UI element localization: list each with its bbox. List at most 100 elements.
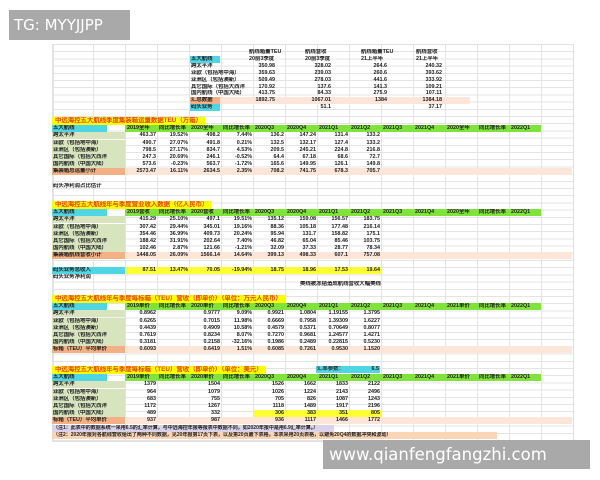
exchange-rate-label: 汇率参数： (316, 366, 380, 373)
data-cell: 1833 (336, 381, 348, 388)
summary-value: 1384 (375, 97, 387, 104)
data-cell: 0.22815 (328, 339, 349, 346)
header-label: 五大航线 (52, 303, 107, 311)
summary-value: 170.92 (258, 83, 276, 90)
data-cell (157, 417, 189, 424)
data-cell (157, 396, 189, 403)
data-cell: 20.24% (233, 230, 252, 237)
data-cell: 607.1 (334, 252, 349, 259)
summary-value: 84.33 (317, 90, 332, 97)
data-cell: 0.9681 (299, 332, 317, 338)
data-cell: -0.52% (234, 154, 252, 160)
data-cell: 224.8 (334, 146, 349, 153)
summary-header-period: 21上半年 (361, 55, 384, 62)
data-cell: 1448.05 (136, 252, 157, 259)
row-label: 跨太平洋 (52, 216, 125, 224)
column-header: 同比增长率 (479, 374, 506, 381)
data-cell: 147.24 (299, 132, 317, 139)
summary-header-period: 21上半年 (416, 55, 439, 62)
data-cell: -32.16% (231, 339, 252, 346)
data-cell (157, 381, 189, 388)
summary-row-label: 码头业务 (190, 104, 220, 112)
data-cell: 1662 (304, 381, 316, 388)
summary-header: 航线箱量TEU (361, 49, 394, 55)
data-cell: 497.1 (206, 216, 221, 223)
exchange-rate-value: 6.5 (371, 366, 380, 372)
data-cell: 0.8234 (203, 332, 221, 338)
data-cell: 156.57 (331, 216, 349, 223)
data-cell: 0.3181 (139, 339, 157, 346)
data-cell: 489 (147, 410, 156, 417)
data-cell: 345.01 (203, 223, 221, 230)
data-cell: 188.42 (139, 238, 157, 244)
data-cell: 46.82 (270, 238, 285, 244)
summary-row-bg (125, 346, 572, 354)
column-header: 2021Q4 (415, 303, 435, 310)
column-header: 同比增长率 (159, 303, 186, 310)
data-cell: 64.4 (273, 154, 285, 160)
column-header: 同比增长率 (223, 303, 250, 310)
data-cell: 68.6 (337, 154, 349, 160)
data-cell: 2196 (368, 403, 380, 409)
data-cell: 415.29 (139, 216, 157, 223)
column-header: 2021Q3 (383, 125, 403, 132)
data-cell: 131.7 (302, 230, 317, 237)
summary-header: 航线箱量TEU (249, 49, 282, 55)
row-label: 集装箱航线营收小计 (52, 252, 125, 260)
data-cell: 1489 (304, 403, 316, 409)
extra-data-cell: 13.47% (157, 266, 189, 274)
row-label: 标箱（TEU）平均单价 (52, 346, 125, 354)
data-cell: 1.39309 (328, 317, 349, 324)
data-cell: 306 (253, 410, 285, 418)
extra-data-cell: -19.94% (221, 266, 253, 274)
header-row-bg (125, 125, 541, 133)
data-cell: 78.34 (366, 245, 381, 252)
data-cell: 0.5230 (363, 339, 381, 346)
data-cell: 32.09 (270, 245, 285, 252)
data-cell: 1772 (368, 417, 380, 424)
data-cell: 27.07% (169, 139, 188, 146)
data-cell (221, 410, 253, 417)
row-label: 其它国际（包括大西洋 (52, 332, 125, 339)
header-label: 五大航线 (52, 209, 107, 217)
data-cell: 247.3 (142, 154, 157, 160)
column-header: 2022Q1 (511, 125, 531, 132)
summary-value: 109.21 (425, 83, 443, 90)
row-label: 亚欧（包括地中海） (52, 317, 125, 325)
data-cell: 2496 (368, 388, 380, 395)
data-cell: 1526 (272, 381, 284, 388)
data-cell: 1.51% (236, 346, 252, 353)
data-cell: 0.6093 (139, 346, 157, 353)
watermark-bottom-right: www.qianfengfangzhi.com (323, 440, 590, 469)
extra-data-cell: 19.64 (349, 266, 381, 274)
summary-value: 509.49 (258, 76, 276, 83)
data-cell: 7.44% (236, 132, 252, 139)
row-label: 亚洲区（包括澳新） (52, 324, 125, 332)
column-header: 2021Q3 (383, 374, 403, 381)
data-cell (157, 403, 189, 410)
data-cell: 741.75 (299, 168, 317, 175)
data-cell: 67.18 (302, 154, 317, 160)
data-cell: 2634.5 (203, 168, 221, 175)
summary-value: 350.98 (258, 62, 276, 69)
data-cell: 136.2 (270, 132, 285, 139)
extra-row-label: 码头净利润占比估计 (53, 182, 102, 189)
summary-value: 1067.01 (311, 97, 332, 104)
column-header: 2020Q3 (255, 374, 275, 381)
column-header: 2021Q1 (319, 125, 339, 132)
row-label: 亚洲区（包括澳新） (52, 230, 125, 238)
data-cell: 2.35% (236, 168, 252, 175)
data-cell: 755 (211, 395, 220, 402)
data-cell: 964 (147, 388, 156, 395)
column-header: 2022Q1 (511, 209, 531, 216)
summary-value: 51.1 (320, 104, 332, 111)
data-cell: 29.44% (169, 223, 188, 230)
column-header: 2020全年 (447, 209, 470, 216)
data-cell: 0.7958 (299, 317, 317, 324)
data-cell: 757.08 (363, 252, 381, 259)
data-cell (157, 346, 189, 353)
column-header: 2022Q1 (511, 303, 531, 310)
summary-value: 240.32 (425, 62, 443, 69)
data-cell: 2122 (368, 381, 380, 388)
data-cell: 987 (211, 417, 220, 424)
